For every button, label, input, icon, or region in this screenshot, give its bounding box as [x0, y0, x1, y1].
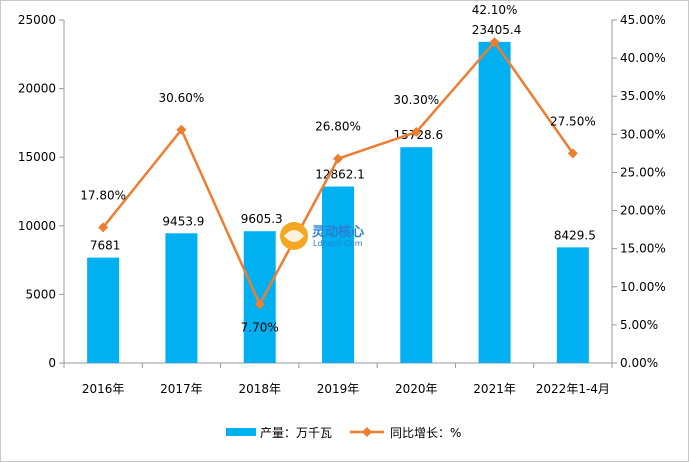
line-data-label: 30.60%	[159, 91, 205, 105]
axes: 0 5000 10000 15000 20000 25000 0.00% 5.00% 10.00…	[18, 13, 666, 396]
y-right-tick-label: 45.00%	[620, 13, 666, 27]
line-data-label: 42.10%	[472, 3, 518, 17]
bar-data-label: 7681	[90, 239, 121, 253]
line-data-label: 7.70%	[241, 320, 279, 334]
line-point	[411, 127, 422, 138]
legend-line-label: 同比增长：%	[390, 426, 461, 440]
y-right-tick-label: 40.00%	[620, 51, 666, 65]
y-left-tick-label: 25000	[18, 13, 56, 27]
x-tick-label: 2021年	[473, 382, 516, 396]
bar	[556, 247, 589, 363]
y-right-tick-label: 25.00%	[620, 165, 666, 179]
y-right-tick-label: 5.00%	[620, 318, 658, 332]
bar-data-label: 9453.9	[162, 214, 204, 228]
y-left-tick-label: 20000	[18, 82, 56, 96]
x-tick-label: 2020年	[395, 382, 438, 396]
line-point	[333, 153, 343, 164]
x-tick-label: 2019年	[317, 382, 360, 396]
y-left-tick-label: 15000	[18, 150, 56, 164]
line-point	[176, 124, 187, 135]
x-tick-label: 2017年	[160, 382, 203, 396]
bar-data-label: 23405.4	[472, 23, 522, 37]
bar	[243, 231, 276, 363]
y-right-tick-label: 30.00%	[620, 127, 666, 141]
line-data-label: 27.50%	[550, 114, 596, 128]
legend: 产量：万千瓦 同比增长：%	[226, 426, 461, 440]
bar-data-label: 9605.3	[241, 212, 283, 226]
line-point	[489, 37, 500, 48]
bar	[322, 186, 354, 363]
x-tick-label: 2018年	[238, 382, 281, 396]
growth-line	[98, 37, 578, 310]
legend-bar-label: 产量：万千瓦	[260, 426, 332, 440]
legend-line-marker	[362, 427, 372, 437]
x-tick-label: 2022年1-4月	[536, 382, 610, 396]
line-data-label: 17.80%	[80, 188, 126, 202]
line-labels: 17.80% 30.60% 7.70% 26.80% 30.30% 42.10% 27.50…	[80, 3, 595, 334]
bar-data-label: 12862.1	[315, 168, 365, 182]
bar-data-label: 8429.5	[554, 228, 596, 242]
watermark: 灵动核心 Ldhxcn.Com	[280, 222, 364, 250]
bar-data-label: 15728.6	[393, 128, 443, 142]
watermark-url: Ldhxcn.Com	[313, 239, 363, 248]
bars	[87, 41, 589, 364]
line-data-label: 26.80%	[315, 120, 361, 134]
watermark-name: 灵动核心	[312, 224, 364, 240]
y-right-tick-label: 20.00%	[620, 204, 666, 218]
y-left-tick-label: 5000	[25, 287, 56, 301]
line-point	[567, 148, 578, 159]
y-right-tick-label: 10.00%	[620, 280, 666, 294]
watermark-swirl-icon	[284, 230, 304, 242]
y-left-tick-label: 0	[48, 356, 56, 370]
bar	[400, 147, 433, 363]
y-right-tick-label: 15.00%	[620, 242, 666, 256]
bar	[478, 41, 511, 364]
x-tick-label: 2016年	[82, 382, 125, 396]
bar-labels: 7681 9453.9 9605.3 12862.1 15728.6 23405.4 842…	[90, 23, 596, 253]
line-point	[98, 222, 109, 233]
line-point	[254, 299, 265, 310]
bar	[165, 233, 198, 363]
y-right-tick-label: 0.00%	[620, 356, 658, 370]
legend-bar-swatch	[226, 428, 256, 436]
line-data-label: 30.30%	[393, 93, 439, 107]
bar	[87, 257, 120, 363]
y-right-tick-label: 35.00%	[620, 89, 666, 103]
y-left-tick-label: 10000	[18, 219, 56, 233]
